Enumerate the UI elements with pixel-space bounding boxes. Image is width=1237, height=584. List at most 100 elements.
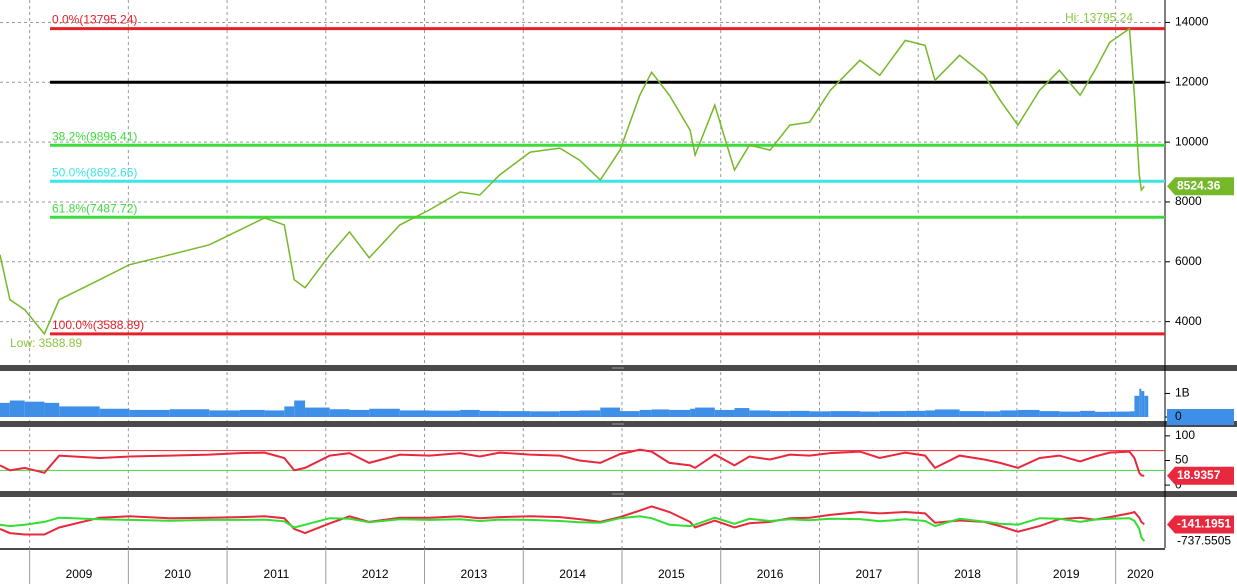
bar xyxy=(695,407,715,417)
y-tick-label: 4000 xyxy=(1175,314,1202,328)
level-label: 50.0%(8692.66) xyxy=(52,165,137,179)
x-tick-label: 2009 xyxy=(66,567,93,581)
level-label: 61.8%(7487.72) xyxy=(52,201,137,215)
level-label: 100.0%(3588.89) xyxy=(52,318,144,332)
bar xyxy=(905,410,926,417)
bar xyxy=(305,407,330,417)
bar xyxy=(1039,411,1060,417)
bar xyxy=(925,410,935,417)
y-tick-label: 8000 xyxy=(1175,194,1202,208)
bar xyxy=(984,411,1001,417)
bar xyxy=(239,409,265,417)
bar xyxy=(9,400,25,417)
value-box xyxy=(1167,177,1234,196)
bar xyxy=(530,411,560,417)
bar xyxy=(934,409,960,417)
value-box xyxy=(1167,466,1234,485)
bar xyxy=(460,409,480,417)
series-line xyxy=(0,27,1145,336)
bar xyxy=(600,407,621,417)
bar xyxy=(690,408,696,417)
x-tick-label: 2010 xyxy=(164,567,191,581)
x-tick-label: 2012 xyxy=(362,567,389,581)
x-tick-label: 2018 xyxy=(954,567,981,581)
bar xyxy=(169,409,210,417)
bar xyxy=(1000,410,1018,417)
bar xyxy=(734,408,750,417)
y-tick-label: 10000 xyxy=(1175,134,1209,148)
bar xyxy=(714,409,735,417)
bar xyxy=(59,406,100,417)
y-tick-label: 100 xyxy=(1175,428,1195,442)
bar xyxy=(669,409,691,417)
y-tick-label: 0 xyxy=(1175,409,1182,423)
bar xyxy=(429,410,461,417)
last-value: -141.1951 xyxy=(1177,517,1231,531)
bar xyxy=(579,410,601,417)
bar xyxy=(1094,411,1110,417)
y-tick-label: 12000 xyxy=(1175,74,1209,88)
bar xyxy=(830,411,860,417)
y-tick-label: 1B xyxy=(1175,386,1190,400)
bar xyxy=(264,410,285,417)
bar xyxy=(809,411,831,417)
bar xyxy=(1109,411,1130,417)
y-tick-label: 50 xyxy=(1175,453,1189,467)
x-tick-label: 2020 xyxy=(1127,567,1154,581)
value-box xyxy=(1167,515,1234,534)
bar xyxy=(499,411,531,417)
bar xyxy=(0,402,10,417)
x-tick-label: 2019 xyxy=(1053,567,1080,581)
bar xyxy=(859,411,880,417)
x-tick-label: 2015 xyxy=(658,567,685,581)
bar xyxy=(770,411,790,417)
bar xyxy=(44,402,60,417)
x-axis-band xyxy=(0,548,1165,584)
bar xyxy=(1080,410,1095,417)
bar xyxy=(294,400,306,417)
x-tick-label: 2017 xyxy=(855,567,882,581)
bar xyxy=(1139,388,1142,417)
bar xyxy=(1141,391,1145,417)
bar xyxy=(749,410,771,417)
level-label: 0.0%(13795.24) xyxy=(52,13,137,27)
last-value: 18.9357 xyxy=(1177,468,1221,482)
bar xyxy=(369,408,400,417)
series-line xyxy=(0,448,1145,477)
bar xyxy=(559,410,580,417)
bar xyxy=(479,410,500,417)
bar xyxy=(349,409,370,417)
bar xyxy=(99,408,130,417)
bar xyxy=(1134,395,1140,417)
bar xyxy=(879,411,906,417)
last-value: 8524.36 xyxy=(1177,178,1221,192)
level-label: 38.2%(9896.41) xyxy=(52,129,137,143)
bar xyxy=(1144,395,1149,417)
y-tick-label: 14000 xyxy=(1175,15,1209,29)
x-tick-label: 2016 xyxy=(757,567,784,581)
bar xyxy=(620,411,640,417)
x-tick-label: 2011 xyxy=(264,567,290,581)
bar xyxy=(651,409,670,417)
annotation: Hi: 13795.24 xyxy=(1065,11,1133,25)
bar xyxy=(284,406,295,417)
bar xyxy=(1017,409,1040,417)
bar xyxy=(1059,411,1081,417)
bar xyxy=(789,410,810,417)
series-line xyxy=(0,505,1145,536)
annotation: Low: 3588.89 xyxy=(10,336,82,350)
bar xyxy=(959,411,985,417)
bar xyxy=(129,409,170,417)
bar xyxy=(24,401,45,417)
x-tick-label: 2014 xyxy=(559,567,586,581)
series-line xyxy=(0,515,1146,542)
bar xyxy=(639,409,652,417)
bar xyxy=(329,409,350,417)
x-tick-label: 2013 xyxy=(461,567,488,581)
bar xyxy=(209,410,240,417)
y-tick-label: 6000 xyxy=(1175,254,1202,268)
last-value: -737.5505 xyxy=(1177,533,1231,547)
bar xyxy=(1129,411,1135,417)
